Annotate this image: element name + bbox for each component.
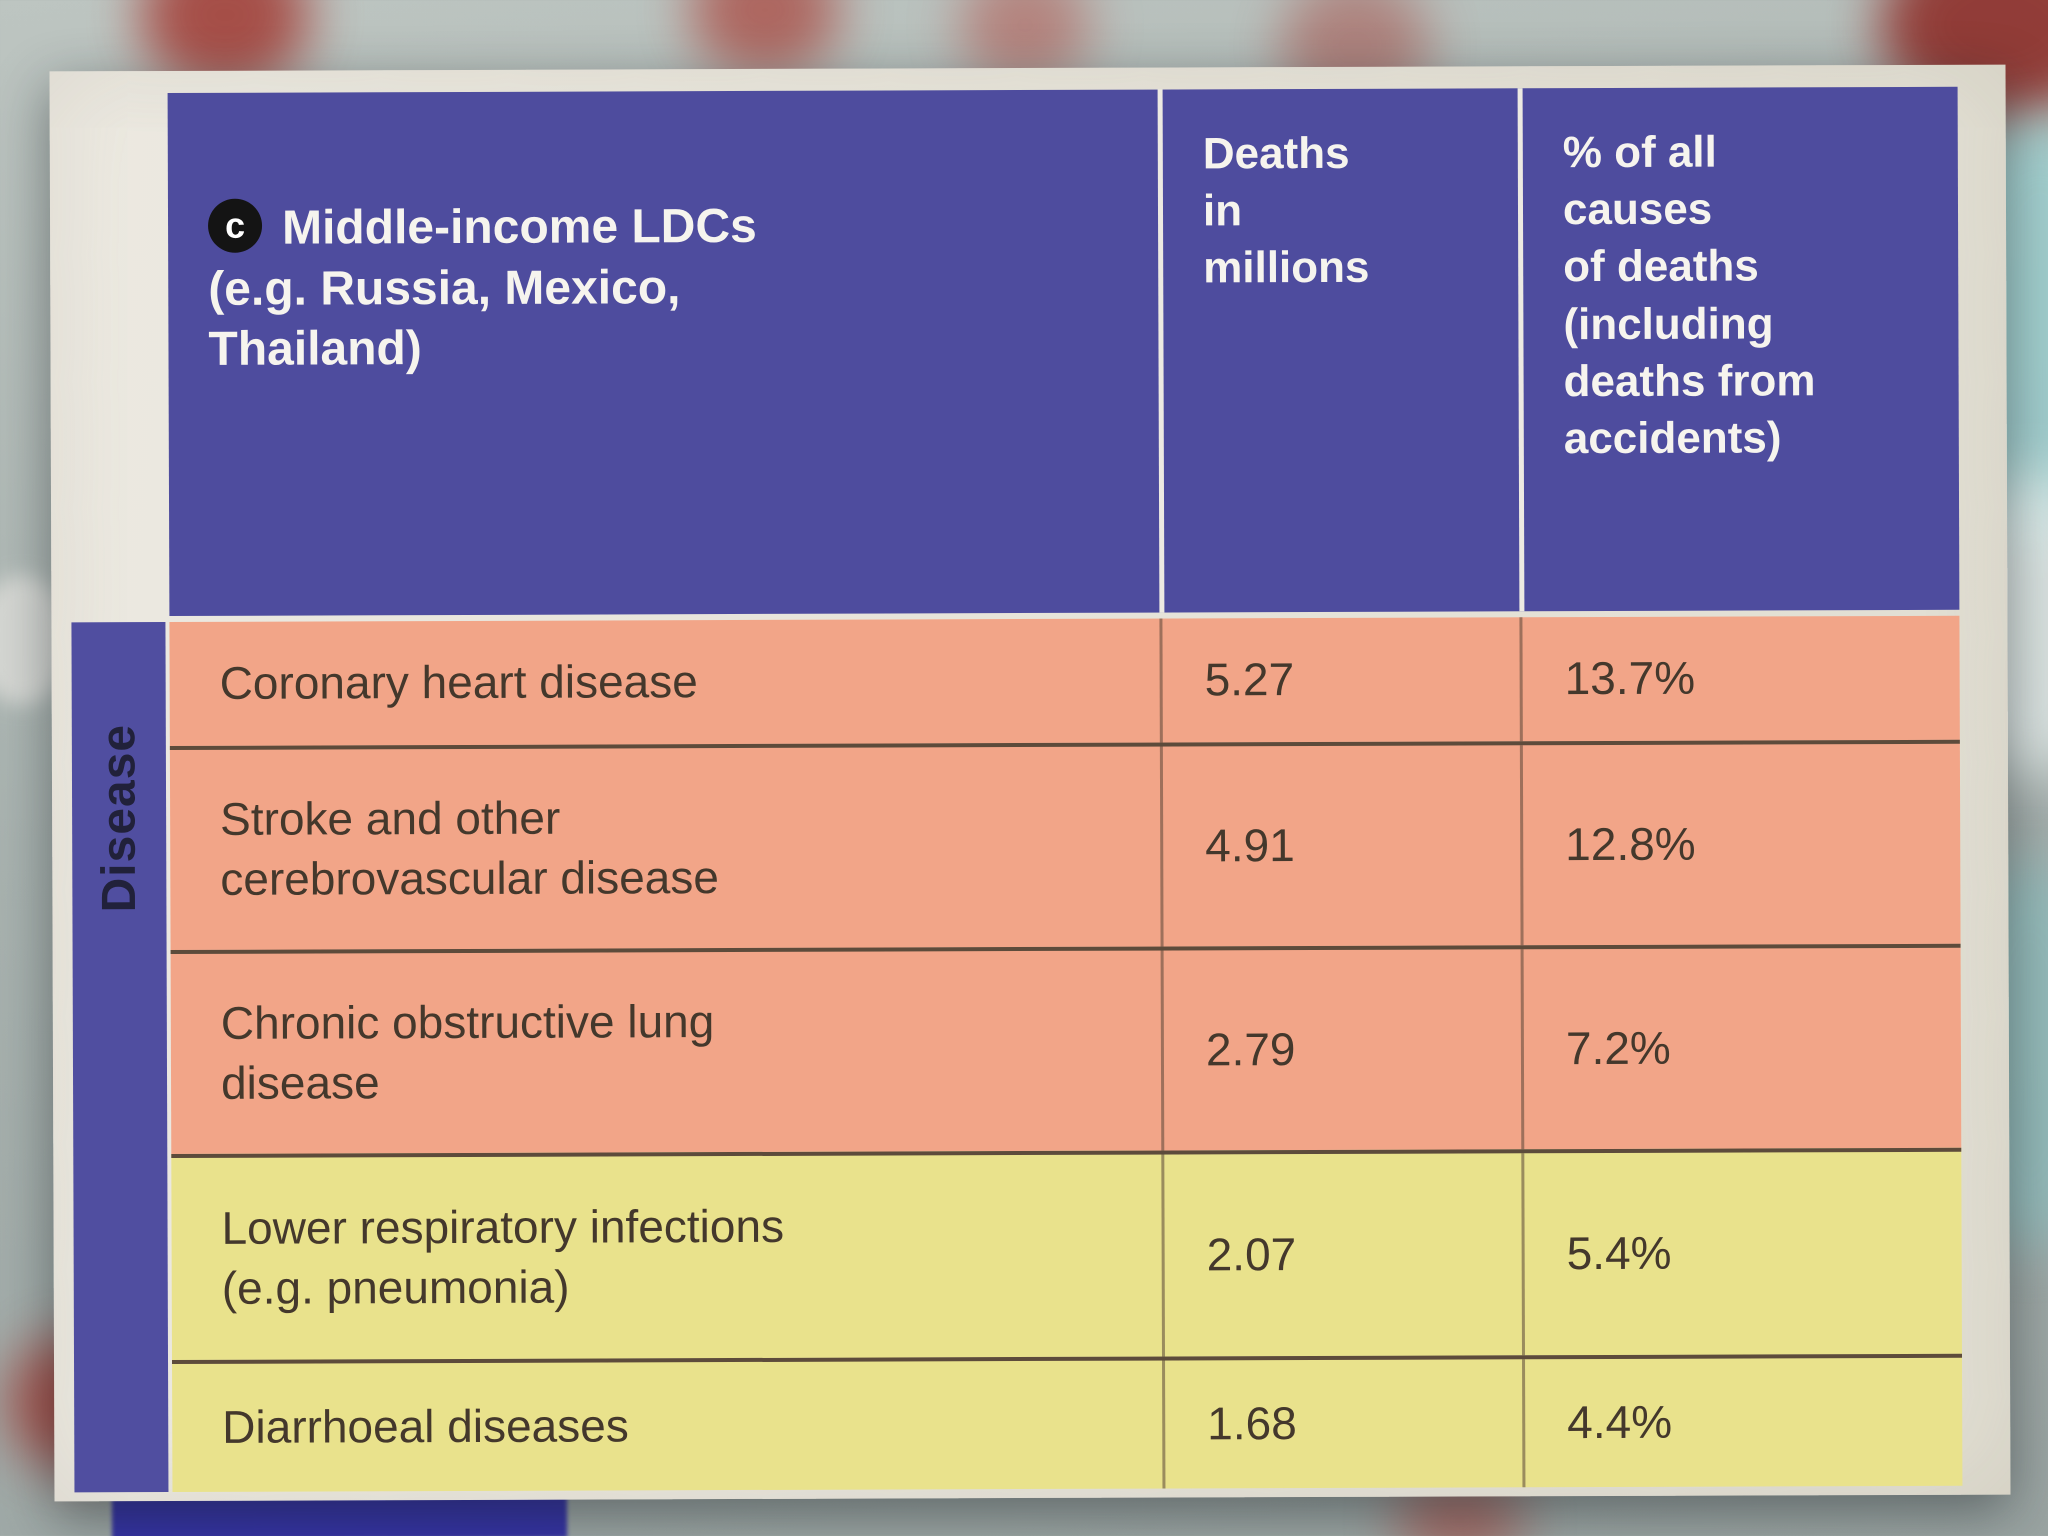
table-row: Diarrhoeal diseases 1.68 4.4% (172, 1353, 1963, 1492)
table-title: Middle-income LDCs (e.g. Russia, Mexico,… (208, 200, 757, 377)
cell-disease: Chronic obstructive lung disease (220, 995, 715, 1109)
cell-percent: 7.2% (1520, 947, 1962, 1150)
cell-disease: Stroke and other cerebrovascular disease (220, 791, 720, 905)
background-blob-red (690, 0, 840, 75)
table-row: Stroke and other cerebrovascular disease… (169, 739, 1961, 951)
cell-disease: Diarrhoeal diseases (222, 1399, 629, 1453)
disease-axis-band: Disease (71, 622, 169, 1493)
cell-deaths: 2.79 (1160, 949, 1522, 1151)
header-cell-title: c Middle-income LDCs (e.g. Russia, Mexico… (168, 90, 1160, 616)
scanned-table-page: c Middle-income LDCs (e.g. Russia, Mexico… (49, 64, 2011, 1502)
cell-deaths: 1.68 (1162, 1359, 1523, 1489)
cell-percent: 4.4% (1522, 1357, 1963, 1488)
cell-percent: 13.7% (1519, 615, 1960, 742)
cell-percent: 5.4% (1521, 1151, 1962, 1356)
cell-disease: Lower respiratory infections (e.g. pneum… (221, 1200, 785, 1314)
background-blue-bar (111, 1495, 568, 1536)
table-row: Chronic obstructive lung disease 2.79 7.… (170, 943, 1962, 1154)
category-badge: c (207, 199, 263, 254)
header-cell-deaths: Deaths in millions (1157, 88, 1520, 613)
header-cell-percent: % of all causes of deaths (including dea… (1517, 86, 1960, 612)
table-row: Lower respiratory infections (e.g. pneum… (171, 1147, 1962, 1360)
table-row: Coronary heart disease 5.27 13.7% (169, 615, 1960, 747)
cell-deaths: 5.27 (1159, 617, 1520, 743)
cell-percent: 12.8% (1519, 743, 1961, 946)
cell-disease: Coronary heart disease (219, 655, 698, 709)
disease-axis-label: Disease (92, 723, 146, 913)
table-body: Coronary heart disease 5.27 13.7% Stroke… (169, 615, 1963, 1492)
cell-deaths: 4.91 (1159, 745, 1521, 947)
table-header-row: c Middle-income LDCs (e.g. Russia, Mexico… (167, 86, 1960, 617)
cell-deaths: 2.07 (1161, 1153, 1523, 1357)
